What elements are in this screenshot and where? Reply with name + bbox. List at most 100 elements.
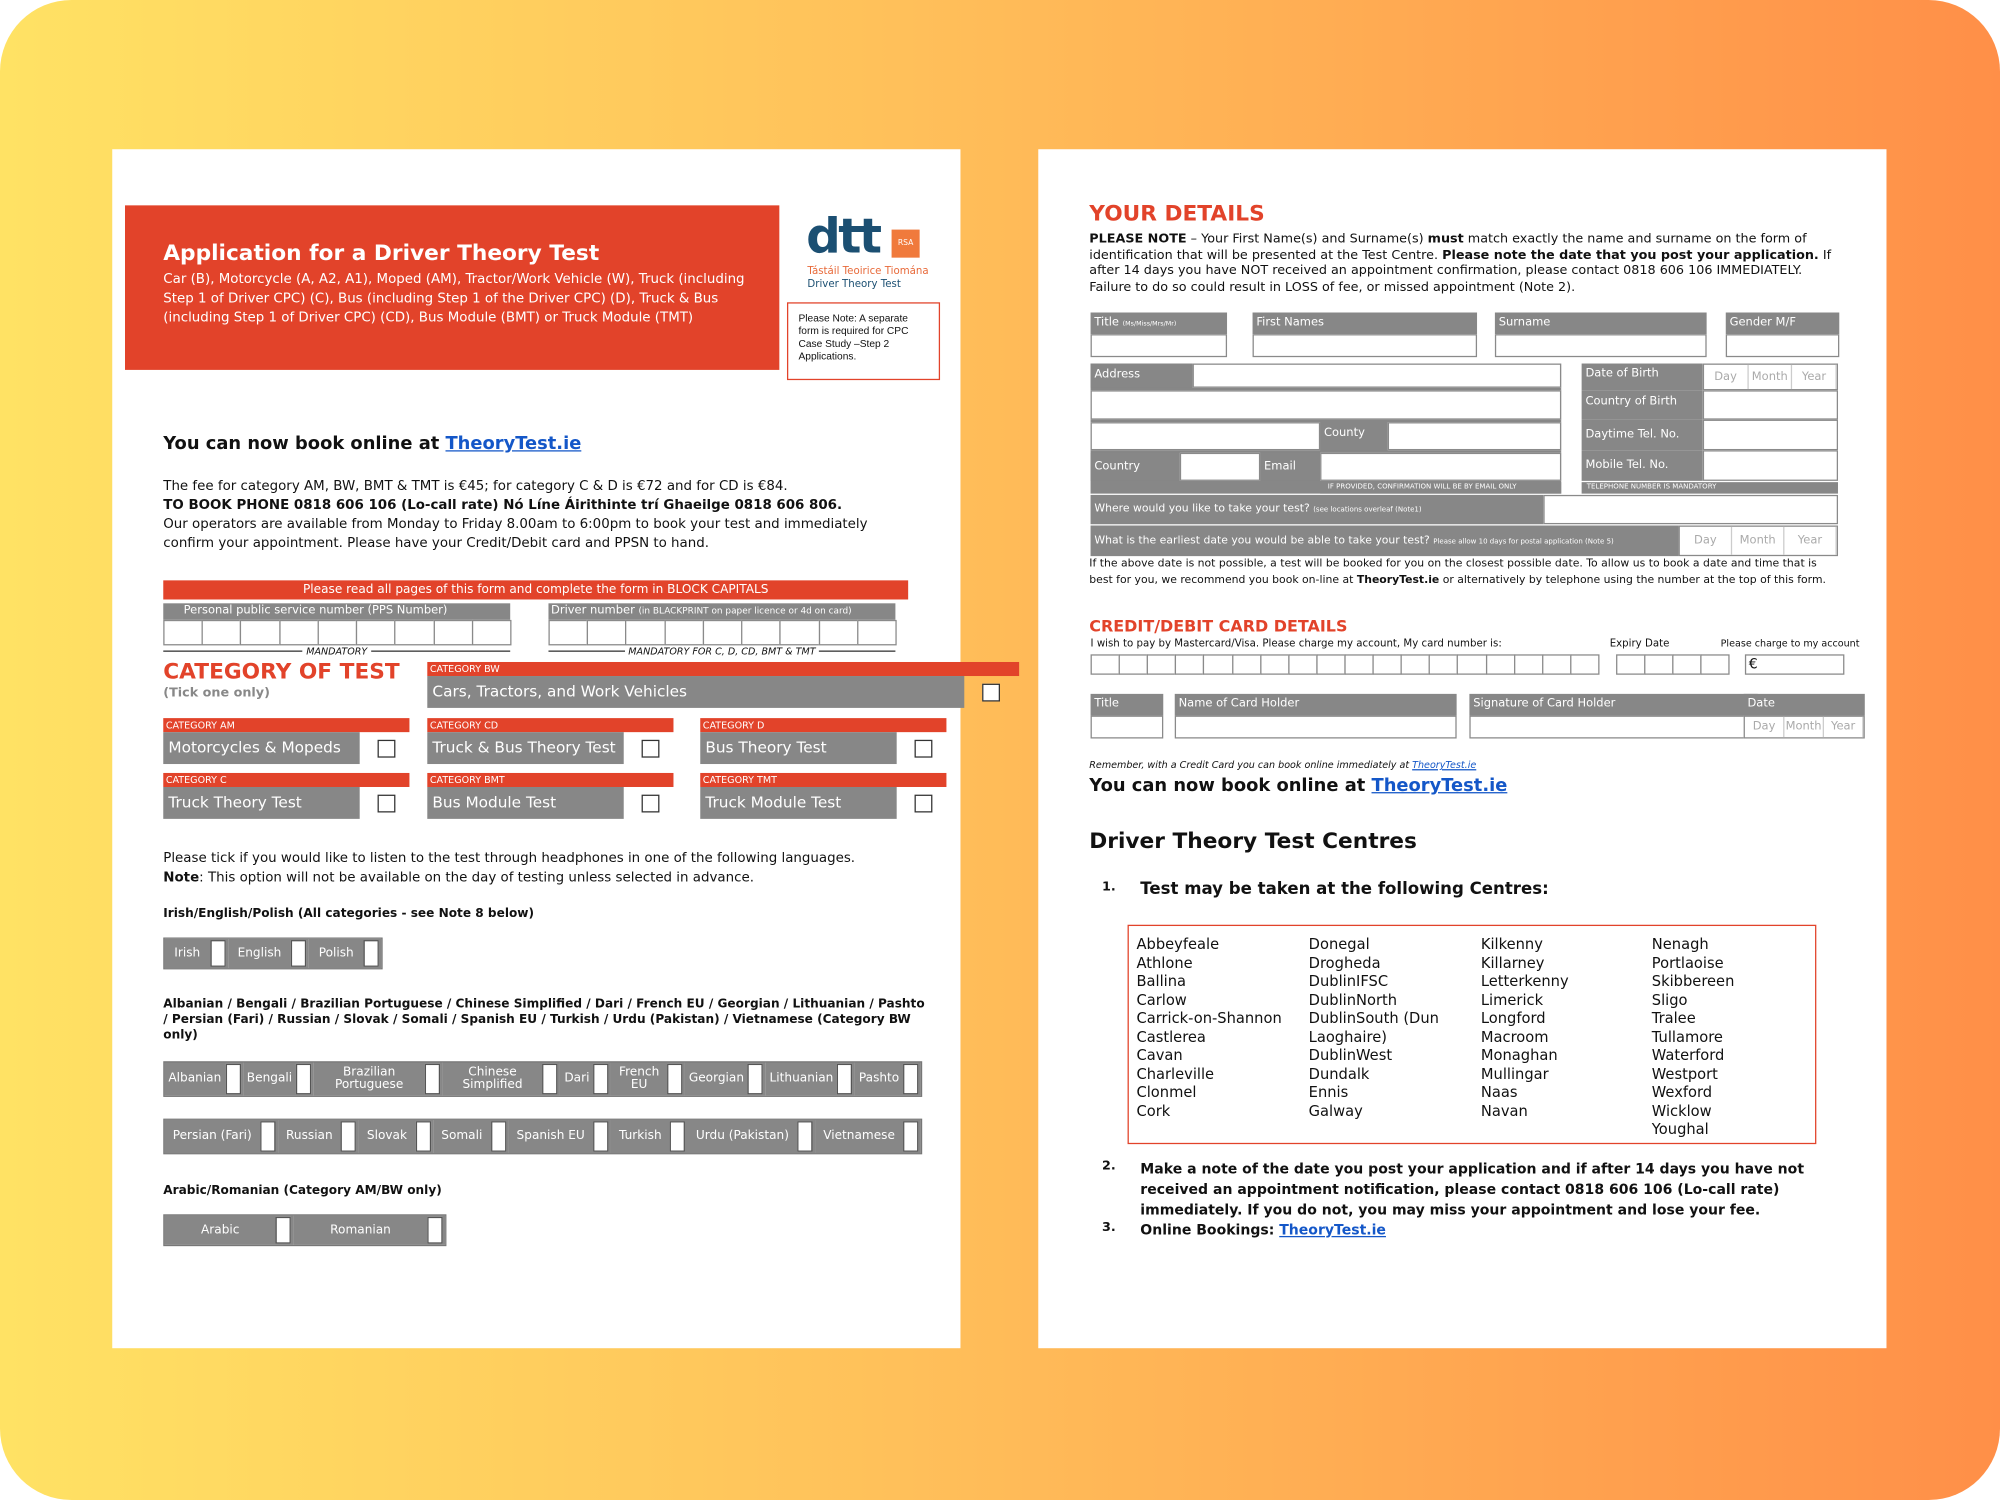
language-checkbox[interactable] [490,1121,506,1152]
input-box [1090,390,1562,420]
language-name: Chinese Simplified [462,1065,523,1092]
date-box: Day Month Year [1702,363,1839,391]
expiry-box [1616,654,1646,675]
field-label: Surname [1494,312,1707,335]
expiry-label: Expiry Date [1609,637,1670,650]
item-number: 2. [1102,1159,1116,1174]
block-capitals-bar: Please read all pages of this form and c… [163,580,909,600]
centre-name: DublinIFSC [1308,971,1389,990]
date-part: Day [1704,364,1749,390]
language-checkbox[interactable] [427,1216,443,1244]
language-checkbox[interactable] [275,1216,292,1244]
language-name: Urdu (Pakistan) [695,1128,789,1143]
item-text: Make a note of the date you post your ap… [1140,1159,1822,1220]
centre-name: Drogheda [1308,953,1381,972]
card-number-box [1485,654,1515,675]
category-name: Bus Theory Test [700,732,897,765]
category-checkbox [641,739,660,758]
language-checkbox[interactable] [291,940,307,967]
category-code: CATEGORY BW [427,661,1020,677]
category-name: Cars, Tractors, and Work Vehicles [427,676,965,708]
field-label: First Names [1252,312,1478,335]
category-code: CATEGORY CD [427,718,674,733]
language-cell: French EU [611,1062,686,1096]
rule [548,650,625,652]
input-box [1252,334,1478,358]
language-checkbox[interactable] [340,1121,357,1152]
language-name: English [237,945,282,960]
language-checkbox[interactable] [592,1121,609,1152]
headphones-note: Note: This option will not be available … [163,869,928,888]
centre-name: Nenagh [1651,934,1709,953]
centres-box [1127,924,1817,1145]
link[interactable]: TheoryTest.ie [1279,1221,1386,1239]
text: You can now book online at [1089,775,1372,796]
language-checkbox[interactable] [415,1121,431,1152]
language-name: Brazilian Portuguese [334,1065,404,1092]
language-checkbox[interactable] [903,1121,919,1152]
language-checkbox[interactable] [667,1063,683,1095]
text: If the above date is not possible, a tes… [1089,557,1817,587]
link[interactable]: TheoryTest.ie [1412,758,1477,771]
centre-name: Dundalk [1308,1064,1370,1083]
link[interactable]: TheoryTest.ie [445,433,582,455]
centre-name: DublinSouth (Dun Laoghaire) [1308,1008,1439,1046]
field-label: Where would you like to take your test? … [1090,494,1544,525]
language-cell: Slovak [358,1119,434,1154]
language-cell: Albanian [164,1062,243,1096]
please-note: PLEASE NOTE – Your First Name(s) and Sur… [1089,232,1842,296]
date-part: Year [1824,716,1864,738]
driver-box [779,619,820,646]
mandatory-text: MANDATORY FOR C, D, CD, BMT & TMT [628,645,816,657]
hint: (Ms/Miss/Mrs/Mr) [1122,320,1177,328]
text: Test may be taken at the following Centr… [1140,880,1549,900]
mandatory-text: MANDATORY [306,645,368,657]
language-checkbox[interactable] [363,940,379,967]
language-cell: Vietnamese [815,1119,921,1154]
language-name: Dari [564,1071,590,1086]
text: : This option will not be available on t… [199,869,754,886]
email-note: IF PROVIDED, CONFIRMATION WILL BE BY EMA… [1320,482,1562,494]
input-box [1494,334,1707,358]
logo: dtt [806,207,882,265]
language-checkbox[interactable] [259,1121,276,1152]
driver-box [741,619,782,646]
card-number-box [1400,654,1431,675]
language-cell: Russian [277,1119,359,1154]
language-checkbox[interactable] [837,1063,853,1095]
language-checkbox[interactable] [903,1063,919,1095]
centres-column: Donegal Drogheda DublinIFSC DublinNorth Dubl… [1309,935,1472,1120]
date-part: Day [1680,526,1733,555]
category-code: CATEGORY D [700,718,947,733]
language-checkbox[interactable] [295,1063,312,1095]
language-checkbox[interactable] [797,1121,813,1152]
input-box [1702,450,1839,481]
language-checkbox[interactable] [542,1063,558,1095]
date-part: Month [1784,716,1824,738]
expiry-box [1700,654,1730,675]
centre-name: Charleville [1136,1064,1215,1083]
language-checkbox[interactable] [424,1063,440,1095]
text: Driver number [551,604,639,618]
mandatory-note: MANDATORY [163,645,511,657]
logo-badge: RSA [891,229,920,258]
date-box: Day Month Year [1743,715,1865,739]
field-label: Country of Birth [1581,390,1703,420]
category-name: Truck & Bus Theory Test [427,732,624,765]
category-checkbox [377,739,396,758]
language-checkbox[interactable] [593,1063,609,1095]
language-cell: Arabic [164,1215,294,1245]
language-name: Slovak [366,1128,408,1143]
header-banner: Application for a Driver Theory Test Car … [124,205,780,370]
language-name: Persian (Fari) [172,1128,252,1143]
language-name: Vietnamese [823,1128,895,1143]
link[interactable]: TheoryTest.ie [1371,775,1508,796]
fee-info: The fee for category AM, BW, BMT & TMT i… [163,477,916,554]
language-checkbox[interactable] [209,940,226,967]
language-checkbox[interactable] [669,1121,686,1152]
category-name: Bus Module Test [427,786,624,819]
language-checkbox[interactable] [747,1063,764,1095]
pps-box [317,619,358,646]
date-part: Year [1793,364,1837,390]
language-checkbox[interactable] [225,1063,241,1095]
